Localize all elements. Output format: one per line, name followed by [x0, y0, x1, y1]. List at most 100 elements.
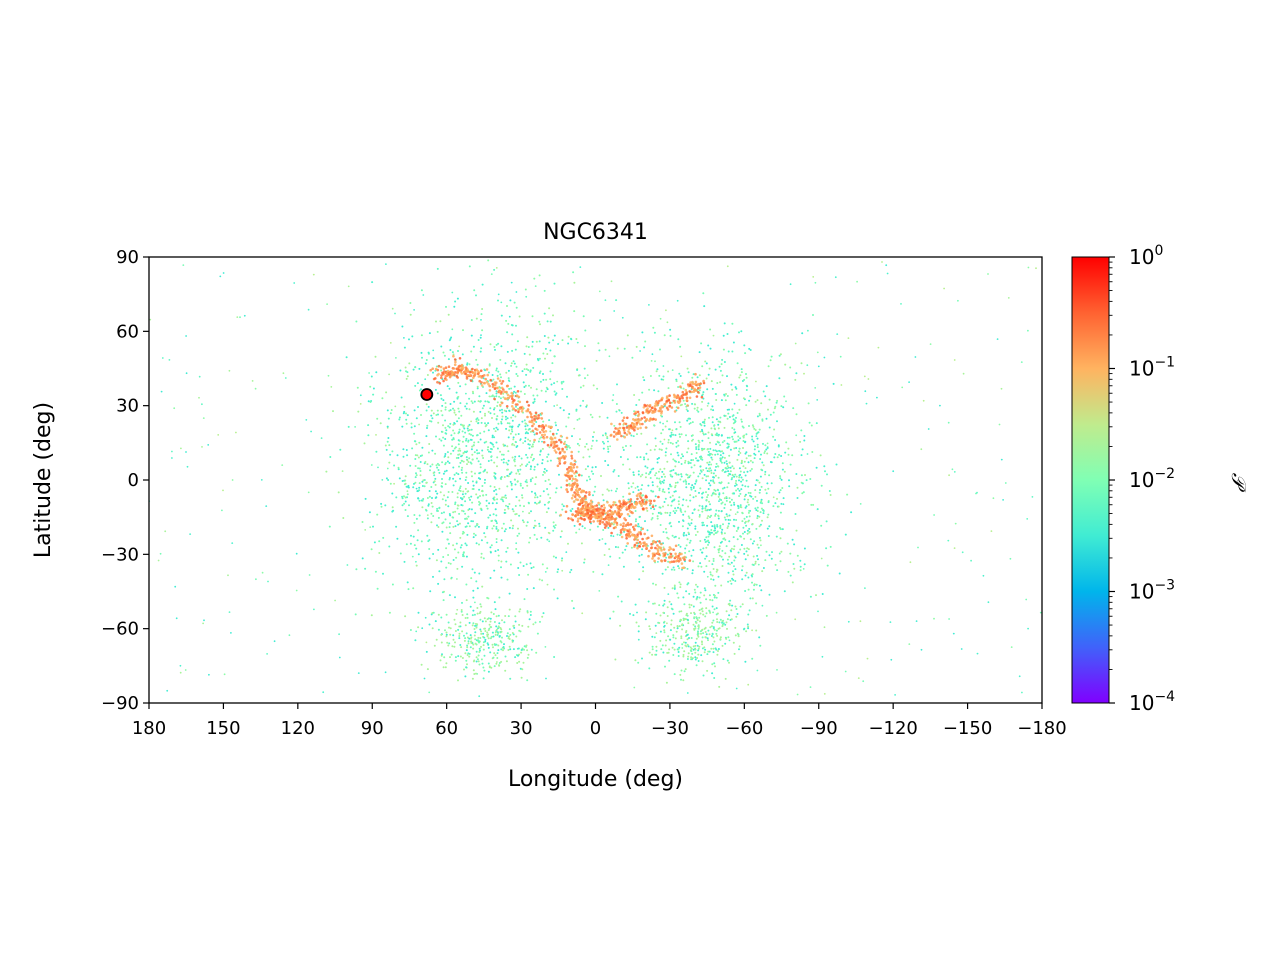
data-point: [544, 390, 547, 393]
data-point: [738, 331, 740, 334]
data-point: [709, 571, 712, 574]
data-point: [512, 510, 515, 513]
data-point: [602, 447, 605, 450]
data-point: [762, 390, 765, 393]
data-point: [473, 673, 476, 675]
data-point: [525, 295, 528, 298]
data-point: [454, 623, 457, 626]
data-point: [690, 656, 693, 659]
data-point: [704, 631, 707, 633]
data-point: [364, 529, 367, 531]
data-point: [534, 501, 537, 504]
data-point: [282, 372, 285, 375]
stream-point: [534, 415, 538, 418]
data-point: [743, 471, 746, 474]
data-point: [549, 378, 552, 381]
data-point: [497, 299, 499, 302]
data-point: [699, 472, 701, 475]
data-point: [482, 557, 485, 560]
data-point: [526, 336, 529, 339]
data-point: [832, 382, 835, 385]
data-point: [724, 503, 727, 506]
data-point: [803, 435, 806, 437]
data-point: [618, 409, 621, 412]
data-point: [592, 435, 594, 438]
data-point: [768, 474, 771, 477]
data-point: [685, 534, 688, 537]
data-point: [598, 290, 601, 293]
data-point: [602, 434, 604, 437]
data-point: [693, 407, 696, 410]
data-point: [459, 536, 462, 539]
stream-point: [479, 369, 483, 373]
data-point: [419, 470, 422, 472]
data-point: [548, 532, 551, 535]
stream-point: [593, 504, 597, 508]
data-point: [426, 534, 429, 537]
data-point: [698, 389, 701, 392]
stream-point: [572, 466, 575, 469]
data-point: [495, 426, 498, 429]
data-point: [440, 560, 443, 563]
data-point: [452, 477, 455, 480]
stream-point: [637, 531, 641, 534]
data-point: [459, 546, 462, 549]
data-point: [548, 540, 551, 543]
data-point: [418, 441, 421, 444]
data-point: [447, 542, 450, 545]
data-point: [437, 516, 440, 519]
stream-point: [434, 377, 437, 380]
data-point: [686, 419, 689, 422]
data-point: [745, 505, 748, 508]
data-point: [737, 551, 740, 554]
data-point: [761, 469, 764, 472]
data-point: [460, 414, 463, 417]
data-point: [815, 594, 817, 597]
data-point: [696, 644, 699, 647]
data-point: [779, 511, 782, 514]
data-point: [721, 469, 724, 472]
data-point: [804, 474, 806, 476]
data-point: [561, 508, 564, 511]
data-point: [327, 374, 330, 377]
data-point: [677, 473, 680, 476]
data-point: [647, 473, 650, 476]
data-point: [467, 515, 470, 518]
data-point: [510, 488, 513, 491]
data-point: [500, 648, 503, 651]
stream-point: [665, 399, 669, 403]
data-point: [686, 614, 689, 617]
data-point: [729, 508, 732, 511]
data-point: [428, 539, 431, 541]
data-point: [553, 526, 556, 529]
data-point: [668, 514, 671, 517]
data-point: [529, 439, 532, 442]
data-point: [717, 650, 719, 652]
stream-point: [641, 537, 644, 541]
data-point: [754, 400, 757, 403]
data-point: [692, 373, 695, 376]
data-point: [480, 417, 483, 420]
data-point: [691, 434, 694, 437]
data-point: [606, 435, 609, 438]
data-point: [460, 646, 463, 649]
data-point: [430, 512, 433, 515]
data-point: [515, 324, 517, 327]
data-point: [501, 619, 503, 622]
data-point: [700, 456, 703, 459]
stream-point: [674, 560, 678, 563]
data-point: [532, 526, 535, 529]
data-point: [469, 438, 472, 441]
data-point: [497, 559, 500, 562]
data-point: [506, 632, 509, 635]
data-point: [440, 654, 443, 657]
data-point: [744, 590, 747, 592]
data-point: [731, 473, 734, 476]
data-point: [508, 429, 511, 432]
data-point: [712, 627, 715, 630]
data-point: [700, 640, 703, 643]
data-point: [764, 470, 767, 473]
data-point: [604, 348, 607, 351]
data-point: [508, 608, 511, 611]
stream-point: [584, 494, 587, 498]
